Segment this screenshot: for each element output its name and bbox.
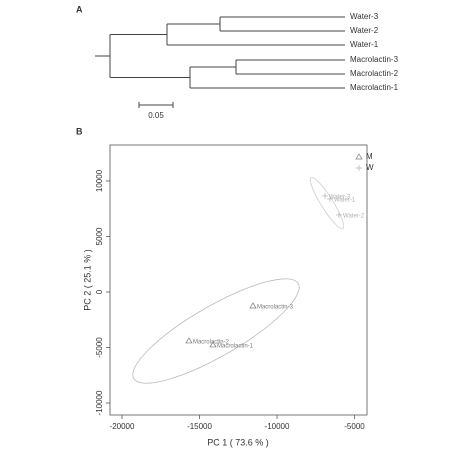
leaf-label: Macrolactin-1 — [350, 83, 399, 92]
leaf-label: Macrolactin-3 — [350, 55, 399, 64]
point — [356, 165, 362, 171]
point — [355, 153, 363, 160]
y-tick-label: 10000 — [95, 169, 104, 192]
point — [185, 337, 193, 344]
point-label: Macrolactin-1 — [217, 344, 254, 350]
y-tick-label: -5000 — [95, 337, 104, 358]
y-tick-label: 5000 — [95, 227, 104, 245]
legend-label: W — [366, 163, 374, 172]
point — [209, 341, 217, 348]
point-label: Macrolactin-2 — [193, 340, 230, 346]
x-tick-label: -10000 — [265, 422, 290, 431]
x-tick-label: -20000 — [110, 422, 135, 431]
y-axis-label: PC 2 ( 25.1 % ) — [82, 249, 92, 311]
x-tick-label: -15000 — [187, 422, 212, 431]
panel-label: A — [76, 4, 83, 14]
ellipse-m — [132, 278, 300, 384]
point — [322, 192, 329, 199]
y-tick-label: -10000 — [95, 390, 104, 415]
leaf-label: Water-2 — [350, 26, 379, 35]
point — [249, 302, 257, 309]
leaf-label: Water-1 — [350, 40, 379, 49]
tree — [95, 16, 345, 89]
y-tick-label: 0 — [95, 289, 104, 294]
ellipse-w — [309, 176, 345, 230]
point-label: Water-1 — [334, 198, 356, 204]
dendrogram-branches — [95, 16, 345, 108]
panel-label: B — [76, 126, 83, 136]
plot-frame — [109, 144, 368, 416]
x-tick-label: -5000 — [344, 422, 365, 431]
leaf-label: Water-3 — [350, 12, 379, 21]
point-label: Water-3 — [329, 195, 351, 201]
point — [336, 211, 343, 218]
scale-bar — [138, 102, 174, 108]
point — [327, 195, 334, 202]
scale-label: 0.05 — [148, 111, 164, 120]
point-label: Macrolactin-3 — [257, 305, 294, 311]
legend-label: M — [366, 152, 373, 161]
x-axis-label: PC 1 ( 73.6 % ) — [207, 437, 269, 447]
leaf-label: Macrolactin-2 — [350, 69, 399, 78]
point-label: Water-2 — [343, 214, 365, 220]
